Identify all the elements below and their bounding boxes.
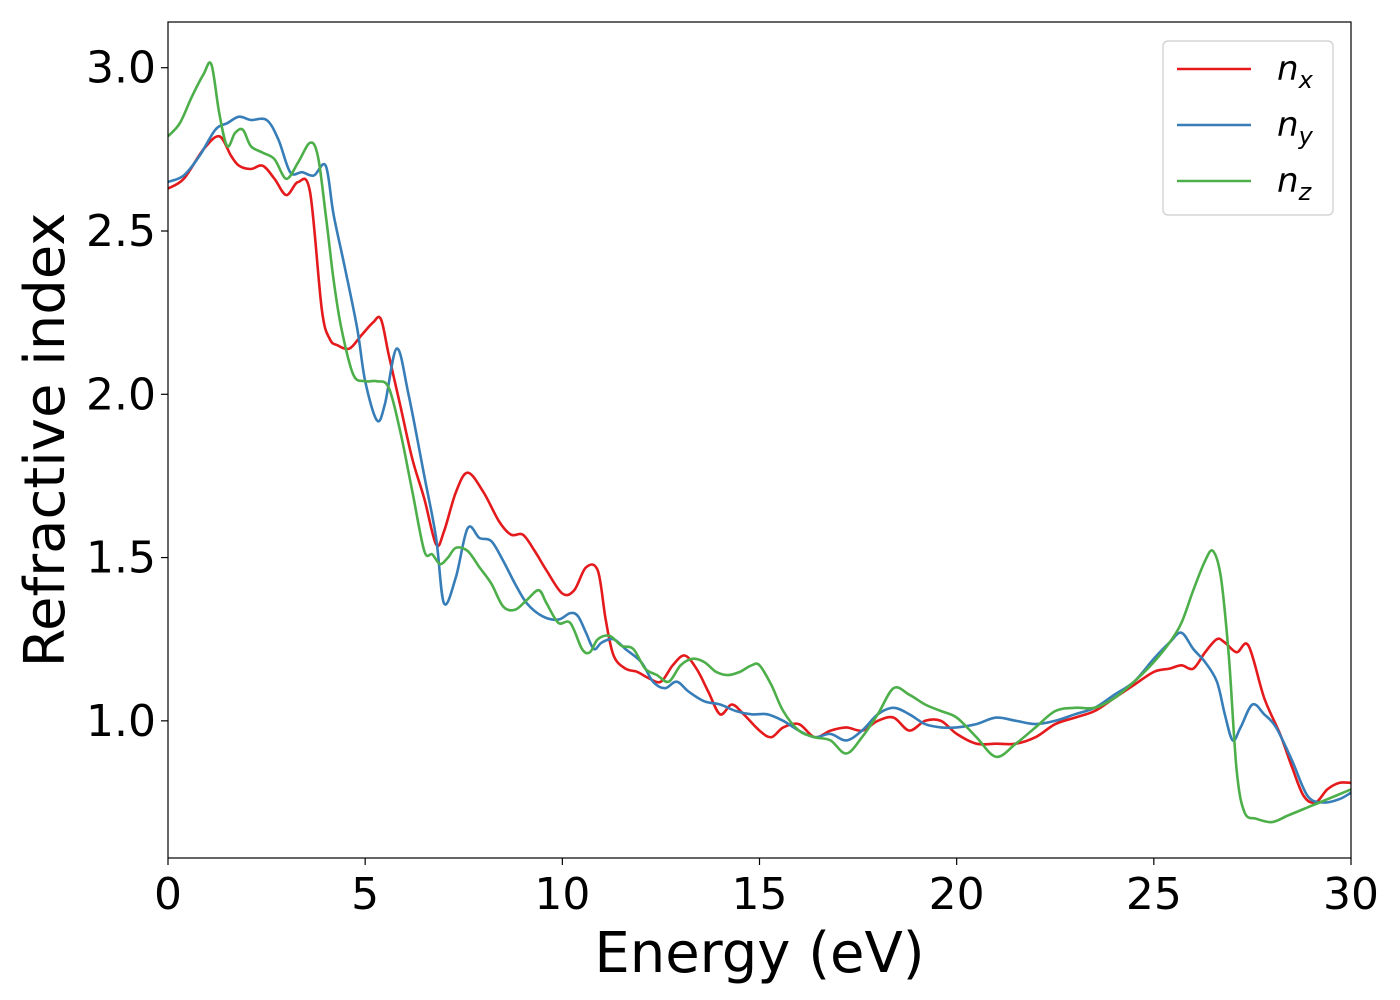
x-tick-label: 5 — [351, 869, 379, 920]
series-line-nz — [168, 61, 1351, 824]
legend-label-nz: nz — [1277, 161, 1313, 206]
x-axis-label: Energy (eV) — [594, 921, 924, 986]
y-tick-label: 3.0 — [86, 43, 156, 94]
series-layer — [168, 61, 1351, 824]
plot-background — [168, 22, 1351, 858]
y-axis-label: Refractive index — [13, 213, 78, 668]
x-tick-label: 30 — [1323, 869, 1379, 920]
plot-area — [168, 22, 1351, 858]
x-tick-label: 15 — [732, 869, 788, 920]
y-tick-label: 2.5 — [86, 206, 156, 257]
legend: nx ny nz — [1162, 40, 1334, 216]
x-tick-label: 10 — [534, 869, 590, 920]
x-tick-label: 20 — [929, 869, 985, 920]
legend-box — [1162, 40, 1334, 216]
x-tick-label: 0 — [154, 869, 182, 920]
y-tick-label: 2.0 — [86, 369, 156, 420]
axes-layer: 0 5 10 15 20 25 30 1.0 1.5 2.0 2.5 3.0 — [86, 21, 1379, 920]
x-tick-label: 25 — [1126, 869, 1182, 920]
y-tick-label: 1.5 — [86, 533, 156, 584]
y-tick-label: 1.0 — [86, 696, 156, 747]
legend-label-ny: ny — [1277, 105, 1314, 150]
legend-label-nx: nx — [1277, 49, 1314, 94]
